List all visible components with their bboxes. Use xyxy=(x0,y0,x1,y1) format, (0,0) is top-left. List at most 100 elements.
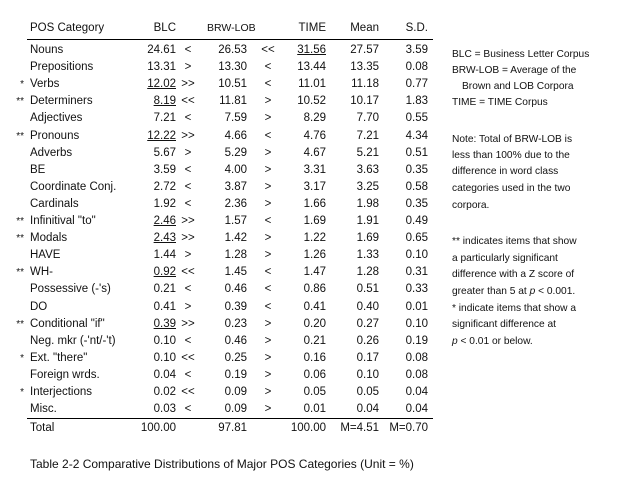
sig-line-7-post: < 0.01 or below. xyxy=(457,336,533,347)
time-value: 0.86 xyxy=(303,283,326,295)
compare-blc-brw: < xyxy=(184,283,192,295)
note-line-4: categories used in the two xyxy=(452,183,571,194)
mean-value: 0.04 xyxy=(356,403,379,415)
mean-value: 0.17 xyxy=(356,352,379,364)
time-value: 0.05 xyxy=(303,386,326,398)
mean-value: 0.26 xyxy=(356,335,379,347)
header-blc: BLC xyxy=(153,22,176,34)
pos-category: Modals xyxy=(30,232,68,244)
compare-blc-brw: >> xyxy=(181,78,195,90)
compare-brw-time: > xyxy=(264,352,272,364)
brw-value: 3.87 xyxy=(224,181,247,193)
blc-value: 0.03 xyxy=(153,403,176,415)
compare-blc-brw: < xyxy=(184,403,192,415)
compare-brw-time: < xyxy=(264,301,272,313)
pos-category: Neg. mkr (-'nt/-'t) xyxy=(30,335,116,347)
blc-value: 7.21 xyxy=(153,112,176,124)
table-caption: Table 2-2 Comparative Distributions of M… xyxy=(30,457,414,471)
blc-value: 0.39 xyxy=(153,318,176,330)
blc-value: 0.41 xyxy=(153,301,176,313)
compare-brw-time: < xyxy=(264,215,272,227)
mean-value: 11.18 xyxy=(351,78,379,90)
sig-line-7: p < 0.01 or below. xyxy=(452,335,533,350)
sig-line-7-p: p xyxy=(452,336,458,347)
compare-blc-brw: > xyxy=(184,61,192,73)
sig-line-4: greater than 5 at p < 0.001. xyxy=(452,285,575,300)
pos-category: Pronouns xyxy=(30,130,80,142)
significance-mark: ** xyxy=(16,216,24,227)
compare-brw-time: < xyxy=(264,266,272,278)
time-value: 31.56 xyxy=(297,44,326,56)
time-value: 4.67 xyxy=(303,147,326,159)
sd-value: 0.35 xyxy=(405,164,428,176)
blc-value: 12.02 xyxy=(147,78,176,90)
sig-line-3: difference with a Z score of xyxy=(452,269,575,280)
sd-value: 0.55 xyxy=(405,112,428,124)
mean-value: 1.33 xyxy=(356,249,379,261)
mean-value: 3.25 xyxy=(356,181,379,193)
compare-blc-brw: > xyxy=(184,301,192,313)
time-value: 3.31 xyxy=(303,164,326,176)
total-label: Total xyxy=(30,422,55,434)
time-value: 4.76 xyxy=(303,130,326,142)
blc-value: 0.92 xyxy=(153,266,176,278)
pos-category: Prepositions xyxy=(30,61,94,73)
pos-category: Nouns xyxy=(30,44,64,56)
compare-brw-time: > xyxy=(264,112,272,124)
brw-value: 1.57 xyxy=(224,215,247,227)
compare-blc-brw: < xyxy=(184,164,192,176)
significance-mark: * xyxy=(20,353,24,364)
header-brw: BRW-LOB xyxy=(207,22,256,34)
legend-time: TIME = TIME Corpus xyxy=(452,97,548,108)
pos-category: WH- xyxy=(30,266,53,278)
blc-value: 13.31 xyxy=(147,61,176,73)
header-category: POS Category xyxy=(30,22,105,34)
time-value: 1.47 xyxy=(303,266,326,278)
pos-category: Foreign wrds. xyxy=(30,369,100,381)
pos-category: Ext. "there" xyxy=(30,352,88,364)
brw-value: 1.45 xyxy=(224,266,247,278)
blc-value: 0.10 xyxy=(153,335,176,347)
note-line-5: corpora. xyxy=(452,200,490,211)
sd-value: 0.08 xyxy=(405,352,428,364)
legend-blc: BLC = Business Letter Corpus xyxy=(452,49,590,60)
compare-blc-brw: < xyxy=(184,181,192,193)
mean-value: 0.40 xyxy=(356,301,379,313)
total-time: 100.00 xyxy=(290,422,326,434)
sd-value: 1.83 xyxy=(405,95,428,107)
mean-value: 1.28 xyxy=(356,266,379,278)
mean-value: 3.63 xyxy=(356,164,379,176)
total-sd: M=0.70 xyxy=(389,422,428,434)
header-rule xyxy=(27,39,433,40)
compare-brw-time: < xyxy=(264,283,272,295)
sig-line-6: significant difference at xyxy=(452,319,557,330)
sd-value: 0.35 xyxy=(405,198,428,210)
compare-blc-brw: >> xyxy=(181,215,195,227)
brw-value: 5.29 xyxy=(224,147,247,159)
sd-value: 0.33 xyxy=(405,283,428,295)
brw-value: 0.46 xyxy=(224,283,247,295)
compare-blc-brw: < xyxy=(184,198,192,210)
pos-category: Misc. xyxy=(30,403,57,415)
compare-brw-time: > xyxy=(264,181,272,193)
mean-value: 0.51 xyxy=(356,283,379,295)
significance-mark: ** xyxy=(16,319,24,330)
compare-brw-time: << xyxy=(261,44,275,56)
pos-category: Coordinate Conj. xyxy=(30,181,117,193)
blc-value: 2.43 xyxy=(153,232,176,244)
blc-value: 3.59 xyxy=(153,164,176,176)
compare-brw-time: > xyxy=(264,249,272,261)
compare-brw-time: > xyxy=(264,369,272,381)
brw-value: 0.09 xyxy=(224,386,247,398)
pos-category: Determiners xyxy=(30,95,93,107)
pos-category: DO xyxy=(30,301,48,313)
brw-value: 0.46 xyxy=(224,335,247,347)
blc-value: 24.61 xyxy=(147,44,176,56)
brw-value: 11.81 xyxy=(219,95,247,107)
pos-category: HAVE xyxy=(30,249,61,261)
note-line-1: Note: Total of BRW-LOB is xyxy=(452,134,573,145)
sig-line-5: * indicate items that show a xyxy=(452,303,577,314)
compare-blc-brw: << xyxy=(181,266,195,278)
compare-brw-time: > xyxy=(264,147,272,159)
header-time: TIME xyxy=(298,22,326,34)
